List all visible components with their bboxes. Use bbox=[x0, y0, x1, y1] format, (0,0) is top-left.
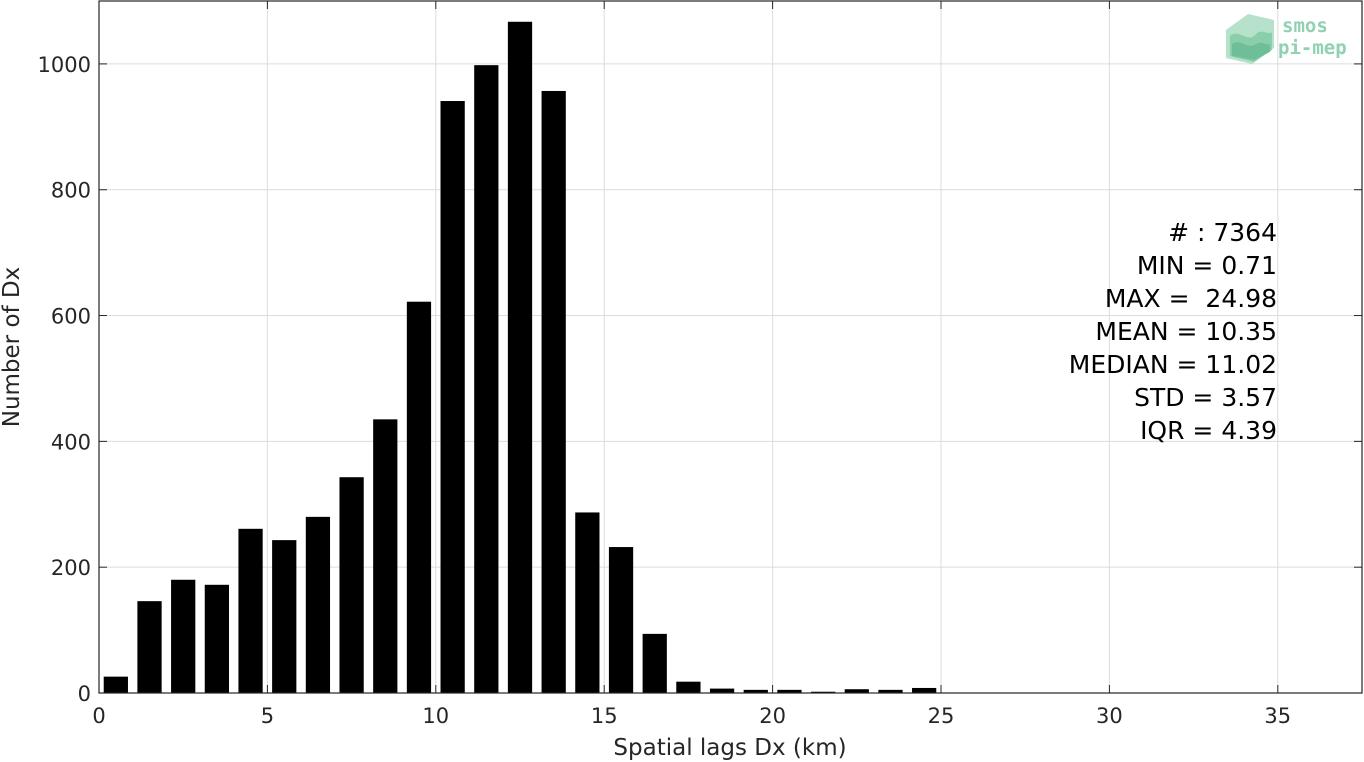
y-tick-label: 800 bbox=[51, 179, 91, 203]
histogram-bar bbox=[541, 90, 566, 693]
stat-mean: MEAN = 10.35 bbox=[1095, 317, 1277, 346]
histogram-bar bbox=[103, 676, 128, 693]
x-tick-label: 5 bbox=[261, 704, 274, 728]
logo-text-pi-mep: pi-mep bbox=[1278, 37, 1347, 59]
histogram-bar bbox=[373, 419, 398, 693]
histogram-bar bbox=[171, 579, 196, 693]
histogram-bar bbox=[912, 687, 937, 693]
statistics-box: # : 7364 MIN = 0.71 MAX = 24.98 MEAN = 1… bbox=[1069, 218, 1277, 445]
histogram-bar bbox=[406, 301, 432, 693]
stat-min: MIN = 0.71 bbox=[1137, 251, 1277, 280]
histogram-bar bbox=[238, 528, 263, 693]
logo-text-smos: smos bbox=[1282, 15, 1328, 37]
stat-median: MEDIAN = 11.02 bbox=[1069, 350, 1277, 379]
y-tick-label: 1000 bbox=[38, 53, 91, 77]
y-tick-label: 200 bbox=[51, 556, 91, 580]
histogram-bar bbox=[204, 584, 230, 693]
stat-iqr: IQR = 4.39 bbox=[1140, 416, 1277, 445]
stat-count: # : 7364 bbox=[1168, 218, 1277, 247]
y-tick-label: 400 bbox=[51, 430, 91, 454]
x-axis-label: Spatial lags Dx (km) bbox=[613, 735, 846, 761]
x-tick-label: 15 bbox=[591, 704, 618, 728]
x-tick-label: 30 bbox=[1096, 704, 1123, 728]
y-tick-label: 600 bbox=[51, 305, 91, 329]
histogram-bar bbox=[575, 512, 600, 693]
histogram-bar bbox=[272, 540, 297, 693]
histogram-bar bbox=[305, 516, 331, 693]
x-tick-label: 0 bbox=[92, 704, 105, 728]
logo-waves-icon bbox=[1226, 14, 1274, 64]
x-tick-label: 35 bbox=[1264, 704, 1291, 728]
histogram-bar bbox=[474, 65, 499, 693]
smos-pi-mep-logo: smos pi-mep bbox=[1226, 14, 1347, 64]
histogram-bar bbox=[777, 689, 802, 693]
axis-ticks: 0 5 10 15 20 25 30 35 0 200 400 600 800 1000 bbox=[38, 1, 1362, 728]
histogram-bar bbox=[507, 21, 533, 693]
histogram-bar bbox=[137, 601, 162, 693]
y-tick-label: 0 bbox=[78, 682, 91, 706]
histogram-bar bbox=[743, 689, 768, 693]
histogram-bar bbox=[339, 477, 364, 693]
histogram-bar bbox=[676, 681, 701, 693]
y-axis-label: Number of Dx bbox=[0, 267, 25, 428]
histogram-bar bbox=[844, 689, 869, 693]
histogram-bar bbox=[440, 101, 465, 693]
bars bbox=[103, 21, 937, 693]
x-tick-label: 20 bbox=[759, 704, 786, 728]
stat-std: STD = 3.57 bbox=[1134, 383, 1277, 412]
x-tick-label: 25 bbox=[928, 704, 955, 728]
histogram-bar bbox=[642, 633, 667, 693]
histogram-bar bbox=[709, 688, 735, 693]
histogram-bar bbox=[810, 691, 836, 693]
stat-max: MAX = 24.98 bbox=[1105, 284, 1277, 313]
histogram-bar bbox=[608, 547, 634, 693]
x-tick-label: 10 bbox=[422, 704, 449, 728]
histogram-bar bbox=[878, 689, 903, 693]
plot-frame bbox=[98, 0, 1363, 694]
